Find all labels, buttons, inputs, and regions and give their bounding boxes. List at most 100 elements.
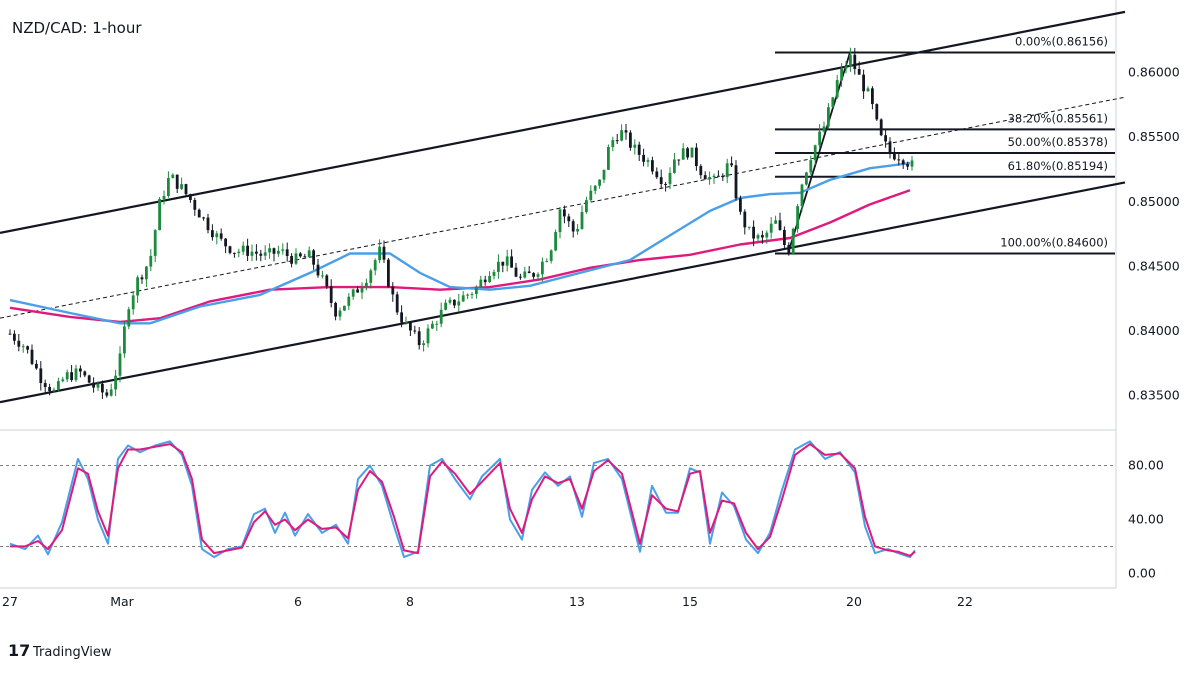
candle-body bbox=[404, 322, 408, 324]
stoch-tick-label: 40.00 bbox=[1128, 511, 1164, 526]
candle-body bbox=[193, 199, 197, 210]
candle-body bbox=[470, 294, 474, 296]
candle-body bbox=[417, 331, 421, 346]
candle-body bbox=[466, 294, 469, 296]
candle-body bbox=[822, 126, 826, 132]
tradingview-logo-icon: 17 bbox=[8, 641, 30, 660]
candle-body bbox=[131, 295, 135, 310]
candle-body bbox=[70, 372, 73, 381]
candle-body bbox=[373, 260, 377, 271]
candle-body bbox=[906, 164, 909, 167]
candle-body bbox=[272, 248, 276, 254]
candle-body bbox=[299, 253, 302, 257]
candle-body bbox=[461, 295, 465, 302]
candle-body bbox=[761, 235, 764, 238]
candle-body bbox=[818, 131, 821, 146]
candle-body bbox=[241, 245, 245, 252]
candle-body bbox=[910, 160, 914, 167]
candle-body bbox=[228, 246, 232, 253]
candle-body bbox=[8, 333, 12, 335]
candle-body bbox=[805, 172, 808, 185]
candle-body bbox=[633, 144, 637, 148]
candle-body bbox=[127, 309, 131, 327]
candle-body bbox=[303, 256, 307, 258]
candle-body bbox=[453, 299, 456, 306]
time-tick-label: 20 bbox=[846, 594, 862, 609]
candle-body bbox=[510, 256, 513, 268]
candle-body bbox=[849, 54, 852, 67]
candle-body bbox=[857, 68, 861, 75]
candle-body bbox=[197, 209, 201, 218]
candle-body bbox=[268, 248, 271, 253]
candle-body bbox=[774, 220, 777, 224]
candle-body bbox=[387, 259, 390, 287]
candle-body bbox=[52, 389, 56, 392]
candle-body bbox=[224, 238, 227, 247]
ma-long-line bbox=[9, 189, 911, 324]
candle-body bbox=[607, 146, 610, 170]
candle-body bbox=[756, 235, 760, 239]
candle-body bbox=[48, 387, 51, 392]
candle-body bbox=[30, 349, 34, 364]
candle-body bbox=[21, 346, 25, 348]
candle-body bbox=[96, 383, 100, 388]
fib-level-label: 61.80%(0.85194) bbox=[1008, 159, 1108, 173]
candle-body bbox=[395, 294, 399, 313]
candle-body bbox=[651, 160, 654, 172]
candle-body bbox=[74, 368, 78, 381]
candle-body bbox=[884, 135, 887, 142]
candle-body bbox=[875, 104, 879, 120]
stoch-tick-label: 0.00 bbox=[1128, 565, 1156, 580]
candle-body bbox=[576, 228, 579, 232]
fib-level-label: 50.00%(0.85378) bbox=[1008, 135, 1108, 149]
fib-level-label: 38.20%(0.85561) bbox=[1008, 111, 1108, 125]
candle-body bbox=[136, 277, 139, 296]
candle-body bbox=[901, 160, 905, 165]
candle-body bbox=[712, 175, 716, 177]
candle-body bbox=[567, 216, 571, 222]
candle-body bbox=[611, 140, 615, 147]
candle-body bbox=[501, 261, 505, 266]
channel-mid-line bbox=[0, 96, 1126, 319]
candle-body bbox=[695, 147, 698, 167]
stoch-tick-label: 80.00 bbox=[1128, 458, 1164, 473]
fib-level-label: 100.00%(0.84600) bbox=[1000, 236, 1108, 250]
candle-body bbox=[285, 249, 289, 257]
candle-body bbox=[532, 273, 535, 277]
stoch-d-line bbox=[10, 443, 916, 557]
candle-body bbox=[246, 245, 249, 256]
candle-body bbox=[123, 326, 126, 354]
candle-body bbox=[523, 271, 527, 278]
candle-body bbox=[871, 88, 874, 105]
candle-body bbox=[602, 169, 606, 180]
candle-body bbox=[721, 175, 725, 178]
candle-body bbox=[730, 163, 733, 166]
candle-body bbox=[791, 228, 795, 254]
candle-body bbox=[325, 275, 329, 287]
candle-body bbox=[831, 97, 835, 108]
candle-body bbox=[360, 288, 364, 293]
candle-body bbox=[219, 233, 223, 239]
candle-body bbox=[862, 74, 865, 92]
candle-body bbox=[259, 253, 263, 256]
candle-body bbox=[747, 226, 751, 228]
candle-body bbox=[739, 198, 742, 212]
candle-body bbox=[664, 183, 667, 185]
candle-body bbox=[409, 322, 412, 331]
candle-body bbox=[888, 141, 892, 154]
candle-body bbox=[87, 375, 91, 383]
candle-body bbox=[215, 233, 219, 238]
candle-body bbox=[765, 232, 769, 238]
candle-body bbox=[866, 88, 870, 92]
price-tick-label: 0.85500 bbox=[1128, 129, 1180, 144]
candle-body bbox=[413, 330, 417, 332]
candle-body bbox=[585, 200, 588, 213]
candle-body bbox=[620, 130, 623, 141]
candle-body bbox=[646, 160, 650, 162]
candle-body bbox=[571, 221, 575, 232]
candle-body bbox=[448, 299, 452, 303]
candle-body bbox=[233, 252, 236, 254]
candle-body bbox=[655, 171, 659, 178]
candle-body bbox=[382, 246, 386, 260]
candle-body bbox=[563, 209, 566, 217]
